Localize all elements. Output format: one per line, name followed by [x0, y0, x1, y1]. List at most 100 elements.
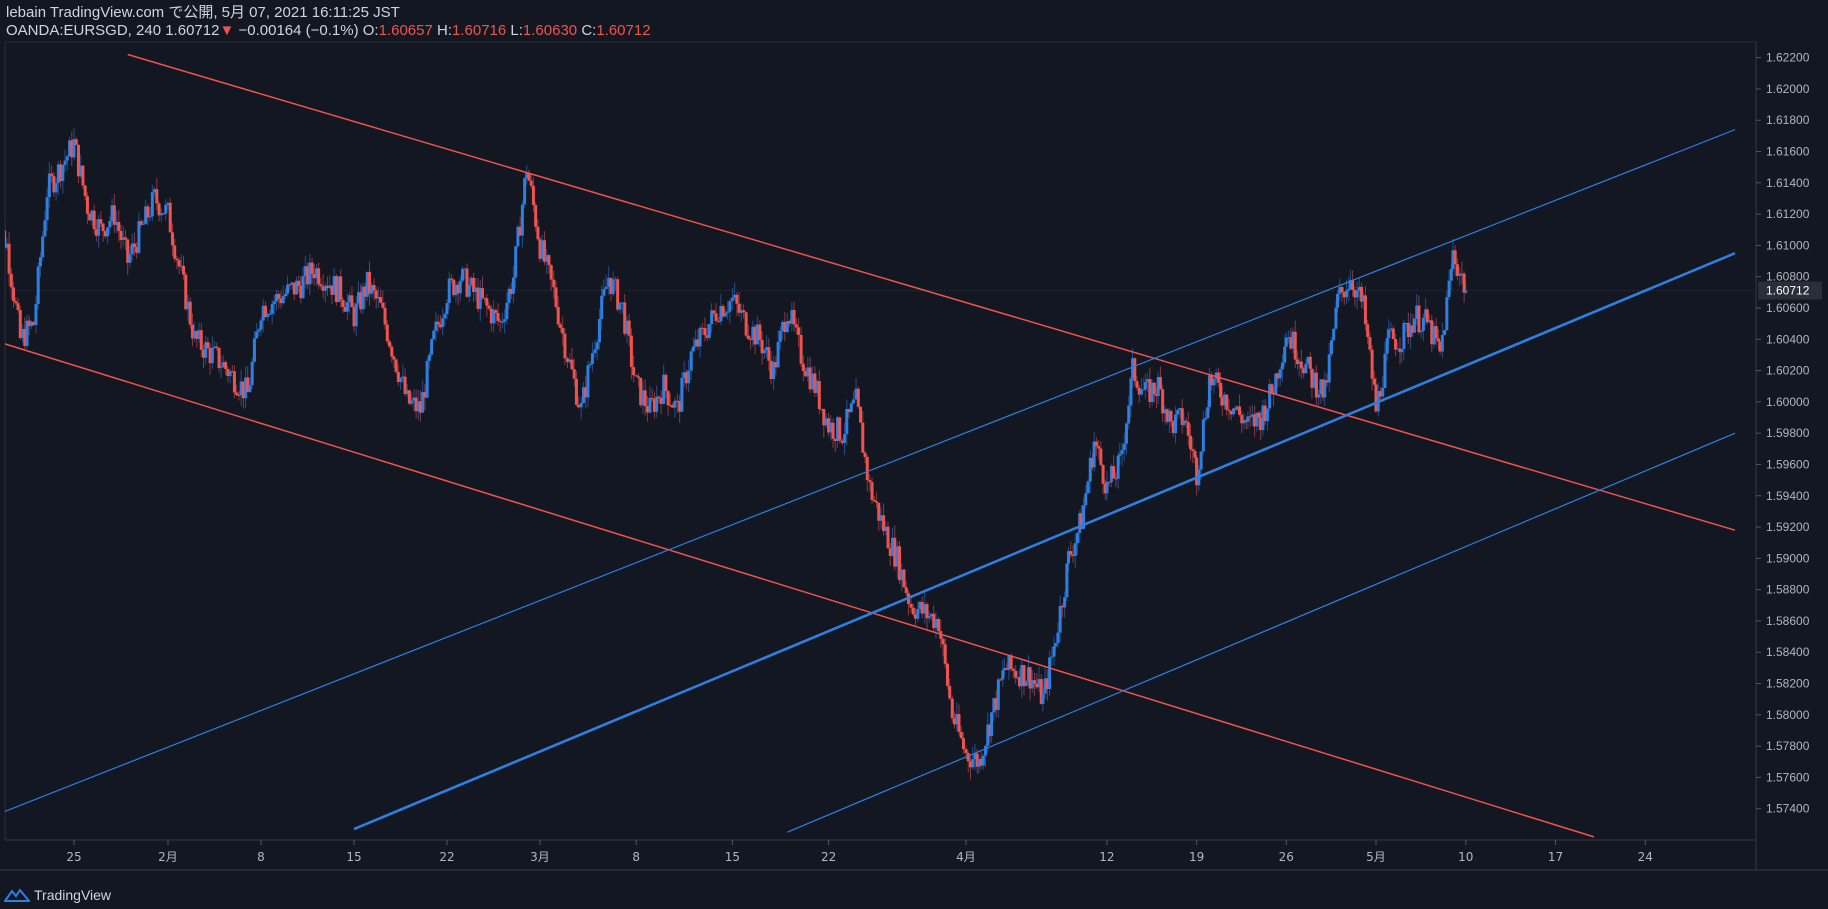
candle-body — [1, 231, 4, 233]
tradingview-logo-icon — [4, 888, 30, 902]
candle-body — [1396, 348, 1400, 350]
candle-body — [317, 268, 321, 285]
candle-body — [461, 268, 465, 281]
candle-body — [602, 288, 606, 296]
candle-body — [427, 354, 431, 361]
candle-body — [570, 359, 574, 370]
candle-body — [525, 173, 529, 179]
y-tick-label: 1.57800 — [1766, 739, 1810, 753]
brand-name: TradingView — [34, 887, 112, 903]
candle-body — [1054, 643, 1058, 647]
candle-body — [707, 324, 711, 338]
candle-body — [213, 346, 217, 348]
candle-body — [25, 320, 29, 346]
candle-body — [443, 314, 447, 319]
candle-body — [607, 277, 611, 287]
symbol-interval: OANDA:EURSGD, 240 — [6, 22, 162, 39]
close-value: 1.60712 — [596, 22, 651, 39]
candles — [1, 128, 1468, 780]
candle-body — [81, 165, 85, 186]
candle-body — [507, 288, 511, 303]
candle-body — [283, 293, 287, 297]
candle-body — [478, 288, 482, 309]
candle-body — [545, 255, 549, 262]
candle-body — [691, 346, 695, 352]
candle-body — [629, 335, 633, 368]
candle-body — [99, 219, 103, 224]
candle-body — [792, 309, 796, 325]
candle-body — [34, 303, 38, 326]
candle-body — [339, 276, 343, 301]
candle-body — [1438, 341, 1442, 352]
candle-body — [432, 330, 436, 340]
candle-body — [1220, 397, 1224, 406]
candle-body — [12, 287, 16, 302]
candle-body — [655, 396, 659, 412]
candle-body — [531, 185, 535, 206]
candle-body — [173, 245, 177, 259]
candle-body — [503, 319, 507, 322]
candle-body — [625, 320, 629, 334]
candle-body — [767, 347, 771, 361]
candle-body — [352, 307, 356, 327]
candle-body — [414, 397, 418, 412]
candle-body — [1017, 677, 1021, 687]
candle-body — [1161, 389, 1165, 414]
y-tick-label: 1.62000 — [1766, 82, 1810, 96]
candle-body — [1148, 379, 1152, 403]
candle-body — [257, 329, 261, 332]
candle-body — [1116, 455, 1120, 479]
y-tick-label: 1.58600 — [1766, 614, 1810, 628]
candle-body — [179, 265, 183, 267]
candle-body — [1372, 378, 1376, 385]
candle-body — [886, 526, 890, 549]
candle-body — [188, 301, 192, 325]
candle-body — [932, 613, 936, 629]
candle-body — [1283, 346, 1287, 363]
candle-body — [801, 363, 805, 372]
candle-body — [955, 714, 959, 725]
candle-body — [957, 714, 961, 732]
candle-body — [68, 140, 72, 157]
candle-body — [1289, 337, 1293, 349]
candle-body — [1235, 406, 1239, 410]
candle-body — [323, 285, 327, 291]
footer-brand[interactable]: TradingView — [4, 887, 111, 903]
candle-body — [758, 324, 762, 340]
x-tick-label: 8 — [632, 850, 640, 864]
candle-body — [135, 246, 139, 253]
candle-body — [636, 376, 640, 378]
candle-body — [1219, 382, 1223, 398]
candle-body — [106, 227, 110, 237]
candle-body — [694, 339, 698, 347]
candle-body — [540, 240, 544, 259]
candle-body — [1378, 391, 1382, 397]
candle-body — [219, 367, 223, 369]
candle-body — [534, 205, 538, 227]
candle-body — [27, 320, 31, 326]
candle-body — [687, 370, 691, 384]
candle-body — [863, 452, 867, 457]
candle-body — [1332, 328, 1336, 341]
candle-body — [215, 346, 219, 348]
candle-body — [47, 173, 51, 198]
candle-body — [224, 362, 228, 370]
candle-body — [21, 329, 25, 338]
candle-body — [485, 298, 489, 306]
candle-body — [407, 390, 411, 404]
candle-body — [115, 221, 119, 225]
candle-body — [43, 220, 47, 237]
x-tick-label: 19 — [1189, 850, 1204, 864]
candle-body — [226, 369, 230, 376]
candle-body — [1158, 376, 1162, 390]
candle-body — [856, 388, 860, 407]
candle-body — [1169, 410, 1173, 422]
candle-body — [977, 758, 981, 767]
candle-body — [698, 327, 702, 347]
candle-body — [1233, 408, 1237, 410]
candle-body — [16, 303, 20, 310]
candle-body — [1323, 380, 1327, 398]
candle-body — [1033, 680, 1037, 684]
candle-body — [1400, 348, 1404, 353]
